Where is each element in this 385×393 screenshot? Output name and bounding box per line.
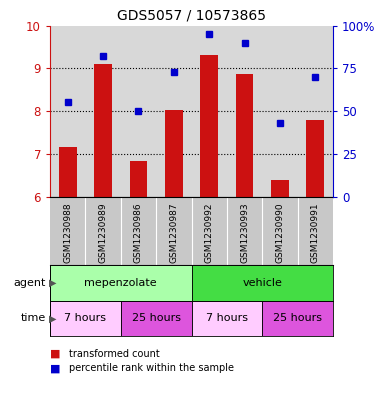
Title: GDS5057 / 10573865: GDS5057 / 10573865 <box>117 9 266 23</box>
Bar <box>165 110 183 196</box>
Text: ■: ■ <box>50 349 60 359</box>
Bar <box>59 147 77 196</box>
Bar <box>192 265 333 301</box>
Text: percentile rank within the sample: percentile rank within the sample <box>69 363 234 373</box>
Text: GSM1230987: GSM1230987 <box>169 202 178 263</box>
Text: 7 hours: 7 hours <box>64 313 106 323</box>
Text: 25 hours: 25 hours <box>273 313 322 323</box>
Text: vehicle: vehicle <box>242 278 282 288</box>
Bar <box>306 120 324 196</box>
Text: ▶: ▶ <box>49 278 57 288</box>
Text: 25 hours: 25 hours <box>132 313 181 323</box>
Bar <box>121 301 192 336</box>
Text: transformed count: transformed count <box>69 349 160 359</box>
Bar <box>94 64 112 196</box>
Text: mepenzolate: mepenzolate <box>84 278 157 288</box>
Text: GSM1230992: GSM1230992 <box>205 202 214 263</box>
Text: GSM1230990: GSM1230990 <box>275 202 285 263</box>
Bar <box>262 301 333 336</box>
Bar <box>200 55 218 196</box>
Text: 7 hours: 7 hours <box>206 313 248 323</box>
Bar <box>271 180 289 196</box>
Text: time: time <box>21 313 46 323</box>
Text: GSM1230989: GSM1230989 <box>99 202 108 263</box>
Bar <box>50 265 192 301</box>
Text: agent: agent <box>14 278 46 288</box>
Text: ▶: ▶ <box>49 313 57 323</box>
Bar <box>50 301 121 336</box>
Text: ■: ■ <box>50 363 60 373</box>
Text: GSM1230991: GSM1230991 <box>311 202 320 263</box>
Text: GSM1230988: GSM1230988 <box>63 202 72 263</box>
Bar <box>236 74 253 196</box>
Text: GSM1230993: GSM1230993 <box>240 202 249 263</box>
Bar <box>130 161 147 196</box>
Text: GSM1230986: GSM1230986 <box>134 202 143 263</box>
Bar <box>192 301 262 336</box>
